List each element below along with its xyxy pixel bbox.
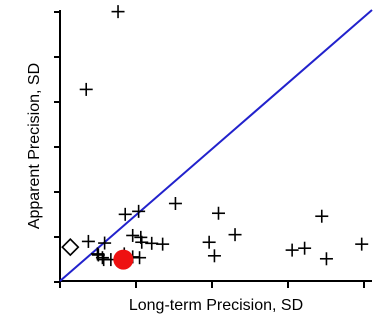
plus-point	[156, 237, 170, 251]
plus-point	[133, 251, 147, 265]
plus-point	[168, 196, 182, 210]
plus-point	[202, 235, 216, 249]
plus-point	[207, 249, 221, 263]
diamond-point	[61, 237, 80, 257]
plot-area	[54, 5, 373, 288]
plus-point	[98, 236, 112, 250]
plus-point	[79, 82, 93, 96]
plus-point	[298, 241, 312, 255]
y-axis-label: Apparent Precision, SD	[26, 63, 43, 229]
plus-point	[285, 243, 299, 257]
plus-point	[228, 228, 242, 242]
plus-point	[355, 237, 369, 251]
x-axis-ticks	[59, 281, 365, 288]
y-axis-ticks	[54, 11, 60, 283]
data-points	[61, 5, 369, 270]
plus-point	[95, 251, 109, 265]
plus-point	[126, 228, 140, 242]
plus-point	[145, 236, 159, 250]
plus-point	[319, 252, 333, 266]
plus-point	[118, 207, 132, 221]
circle-point	[113, 249, 134, 270]
plus-point	[211, 206, 225, 220]
plus-point	[111, 5, 125, 19]
identity-line	[59, 9, 373, 282]
plus-point	[315, 209, 329, 223]
x-axis-label: Long-term Precision, SD	[129, 297, 303, 314]
plus-point	[132, 204, 146, 218]
plus-point	[81, 234, 95, 248]
plus-point	[135, 235, 149, 249]
